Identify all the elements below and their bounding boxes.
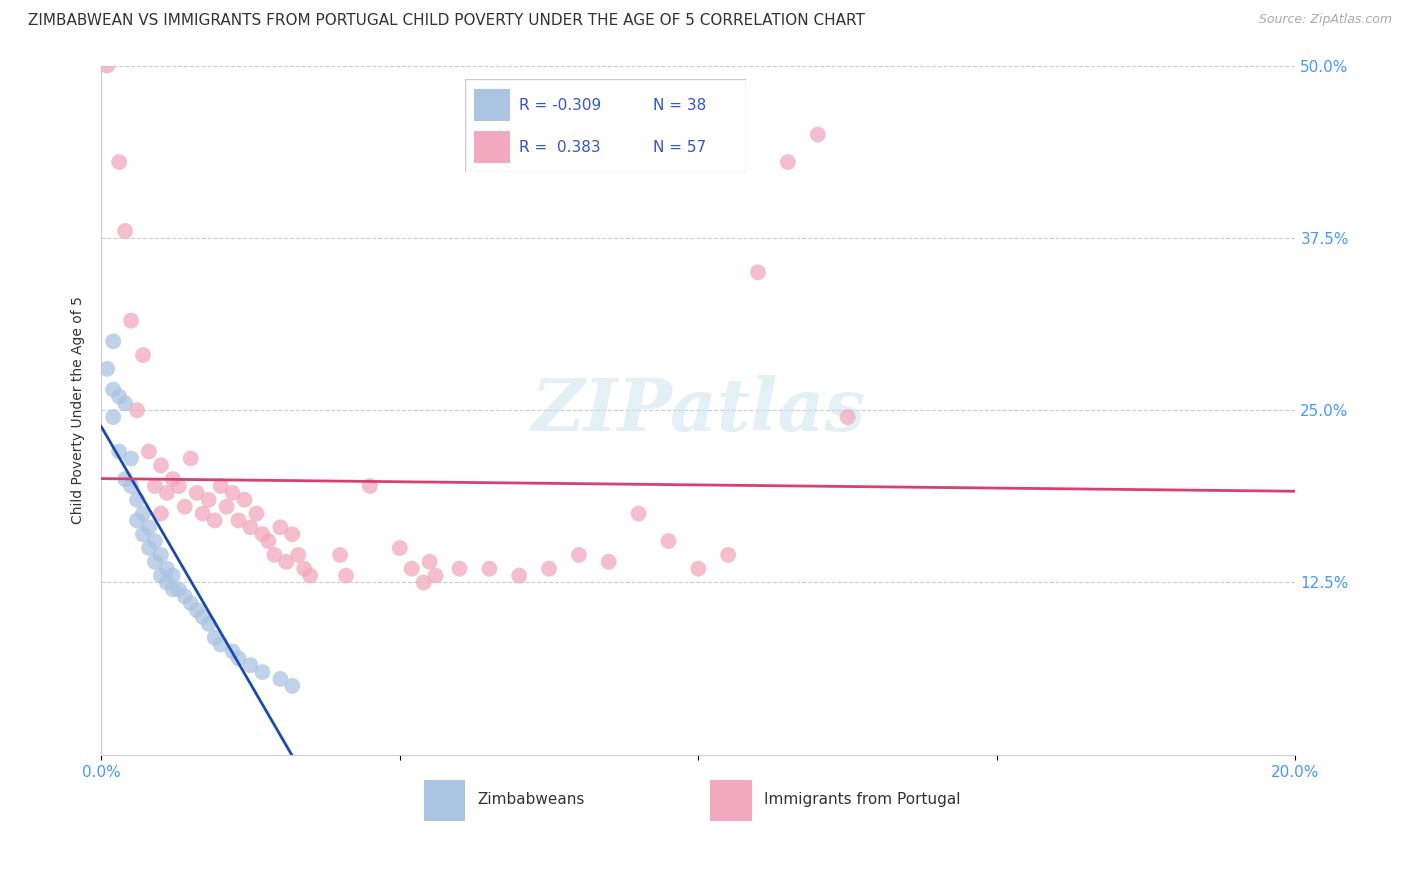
Point (276, 555, 298, 569)
Point (162, 568, 184, 582)
Point (269, 520, 291, 534)
Point (114, 472, 136, 486)
Point (598, 555, 620, 569)
Point (191, 507, 214, 521)
Point (401, 562, 423, 576)
Point (132, 507, 155, 521)
Point (329, 548, 352, 562)
Point (239, 520, 262, 534)
Point (96, 362, 118, 376)
Point (627, 507, 650, 521)
Point (108, 155, 131, 169)
Point (162, 582, 184, 597)
Point (215, 500, 238, 514)
Point (252, 665, 274, 679)
Point (149, 548, 172, 562)
Point (186, 603, 208, 617)
Point (96, 59, 118, 73)
Point (807, 128, 830, 142)
Point (167, 582, 190, 597)
Point (269, 672, 291, 686)
Point (388, 541, 411, 555)
Point (209, 479, 232, 493)
Point (478, 562, 501, 576)
Text: ZIPatlas: ZIPatlas (531, 375, 866, 446)
Point (688, 562, 710, 576)
Point (180, 451, 202, 466)
Point (776, 155, 799, 169)
Point (120, 313, 142, 327)
Point (120, 479, 142, 493)
Point (359, 479, 381, 493)
Point (228, 651, 250, 665)
Point (335, 568, 357, 582)
Point (221, 644, 243, 658)
Point (717, 548, 740, 562)
Point (221, 486, 243, 500)
Text: Source: ZipAtlas.com: Source: ZipAtlas.com (1258, 13, 1392, 27)
Point (197, 616, 219, 631)
Point (101, 334, 124, 349)
Point (101, 410, 124, 425)
Point (412, 575, 434, 590)
Y-axis label: Child Poverty Under the Age of 5: Child Poverty Under the Age of 5 (72, 296, 86, 524)
Point (281, 679, 304, 693)
Point (132, 527, 155, 541)
Point (204, 631, 226, 645)
Point (167, 479, 190, 493)
Point (568, 548, 591, 562)
Point (149, 568, 172, 582)
Point (239, 658, 262, 673)
Point (257, 534, 280, 549)
Point (508, 568, 530, 582)
Point (101, 383, 124, 397)
Point (209, 638, 232, 652)
Point (245, 507, 267, 521)
Point (138, 520, 160, 534)
Point (173, 500, 195, 514)
Point (156, 562, 179, 576)
Point (449, 562, 471, 576)
Text: ZIMBABWEAN VS IMMIGRANTS FROM PORTUGAL CHILD POVERTY UNDER THE AGE OF 5 CORRELAT: ZIMBABWEAN VS IMMIGRANTS FROM PORTUGAL C… (28, 13, 865, 29)
Point (281, 527, 304, 541)
Point (125, 513, 148, 527)
Point (120, 451, 142, 466)
Point (263, 548, 285, 562)
Point (180, 596, 202, 610)
Point (299, 568, 322, 582)
Point (228, 513, 250, 527)
Point (657, 534, 679, 549)
Point (252, 527, 274, 541)
Point (425, 568, 447, 582)
Point (156, 575, 179, 590)
Point (287, 548, 309, 562)
Point (108, 444, 131, 458)
Point (197, 492, 219, 507)
Point (292, 562, 315, 576)
Point (149, 507, 172, 521)
Point (114, 396, 136, 410)
Point (747, 265, 769, 279)
Point (143, 555, 166, 569)
Point (125, 403, 148, 417)
Point (149, 458, 172, 473)
Point (108, 389, 131, 403)
Point (419, 555, 441, 569)
Point (114, 224, 136, 238)
Point (186, 486, 208, 500)
Point (538, 562, 561, 576)
Point (204, 513, 226, 527)
Point (138, 444, 160, 458)
Point (162, 472, 184, 486)
Point (233, 492, 256, 507)
Point (132, 348, 155, 362)
Point (173, 589, 195, 603)
Point (125, 492, 148, 507)
Point (143, 479, 166, 493)
Point (138, 541, 160, 555)
Point (143, 534, 166, 549)
Point (191, 610, 214, 624)
Point (156, 486, 179, 500)
Point (837, 410, 859, 425)
